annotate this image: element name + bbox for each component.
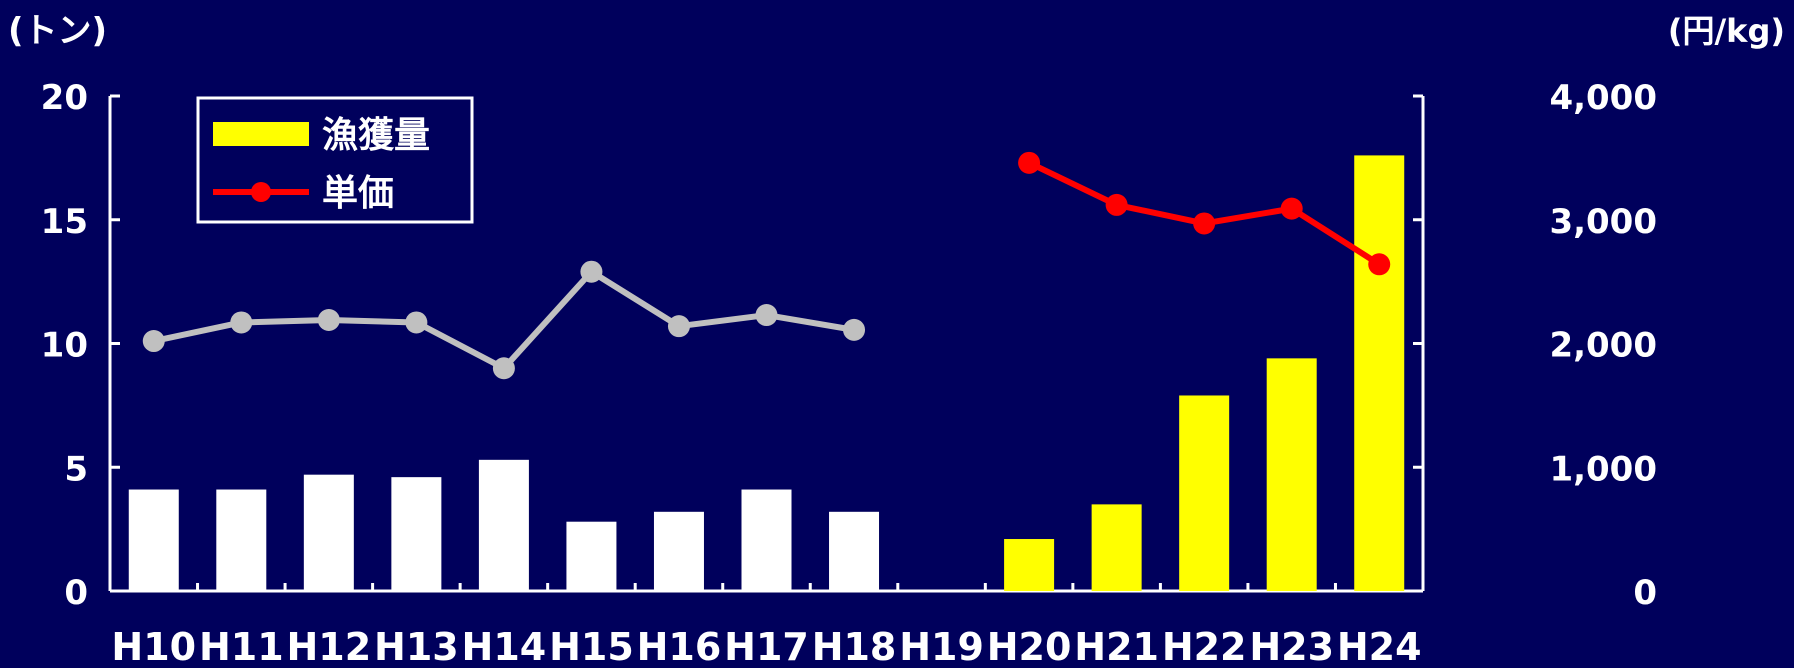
line-series — [142, 151, 1391, 380]
bar-H15 — [566, 521, 617, 591]
y-left-tick-label: 10 — [41, 326, 88, 366]
y-left-ticks: 0 5 10 15 20 — [41, 78, 120, 613]
price-point-H18 — [843, 318, 866, 341]
bar-H17 — [741, 489, 792, 591]
price-point-H15 — [580, 260, 603, 283]
bar-H21 — [1091, 504, 1142, 591]
y-left-tick-label: 0 — [64, 573, 88, 613]
legend-swatch-catch — [213, 122, 309, 146]
legend-box — [196, 96, 474, 224]
price-point-H16 — [667, 315, 690, 338]
y-right-tick-label: 2,000 — [1549, 326, 1657, 366]
bar-H22 — [1179, 395, 1230, 591]
bar-series — [128, 155, 1405, 591]
bar-H13 — [391, 477, 442, 591]
y-left-tick-label: 15 — [41, 202, 88, 242]
price-point-H21 — [1105, 193, 1128, 216]
y-right-tick-label: 3,000 — [1549, 202, 1657, 242]
y-right-tick-label: 0 — [1633, 573, 1657, 613]
price-point-H22 — [1193, 212, 1216, 235]
bar-H18 — [829, 511, 880, 591]
bar-H23 — [1266, 358, 1317, 591]
x-tick-label: H24 — [1337, 625, 1422, 668]
y-left-tick-label: 5 — [64, 449, 88, 489]
y-right-unit-label: (円/kg) — [1668, 12, 1785, 50]
y-right-ticks: 0 1,000 2,000 3,000 4,000 — [1413, 78, 1657, 613]
y-left-tick-label: 20 — [41, 78, 88, 118]
price-point-H12 — [317, 308, 340, 331]
y-right-tick-label: 4,000 — [1549, 78, 1657, 118]
x-tick-label: H14 — [462, 625, 547, 668]
price-point-H20 — [1018, 151, 1041, 174]
x-tick-label: H12 — [286, 625, 371, 668]
legend-label-price: 単価 — [322, 173, 394, 214]
x-tick-label: H16 — [637, 625, 722, 668]
price-point-H24 — [1368, 253, 1391, 276]
price-point-H23 — [1280, 197, 1303, 220]
bar-H11 — [216, 489, 267, 591]
bar-H16 — [653, 511, 704, 591]
x-tick-label: H18 — [812, 625, 897, 668]
x-tick-label: H21 — [1074, 625, 1159, 668]
bar-H10 — [128, 489, 179, 591]
x-tick-label: H22 — [1162, 625, 1247, 668]
x-tick-label: H19 — [899, 625, 984, 668]
x-tick-labels: H10 H11 H12 H13 H14 H15 H16 H17 H18 H19 H20 H21 H22 H… — [108, 583, 1425, 668]
legend: 漁獲量 単価 — [196, 96, 474, 224]
bar-H24 — [1354, 155, 1405, 591]
price-point-H10 — [142, 330, 165, 353]
price-point-H14 — [492, 357, 515, 380]
price-point-H13 — [405, 311, 428, 334]
y-left-unit-label: (トン) — [8, 11, 107, 51]
price-line-early — [153, 268, 855, 372]
x-tick-label: H17 — [724, 625, 809, 668]
bar-H20 — [1004, 539, 1055, 591]
x-tick-label: H13 — [374, 625, 459, 668]
bar-H12 — [303, 474, 354, 591]
x-tick-label: H10 — [111, 625, 196, 668]
y-right-tick-label: 1,000 — [1549, 449, 1657, 489]
x-tick-label: H11 — [199, 625, 284, 668]
legend-label-catch: 漁獲量 — [322, 115, 430, 156]
x-tick-label: H23 — [1249, 625, 1334, 668]
price-point-H17 — [755, 304, 778, 327]
x-tick-label: H15 — [549, 625, 634, 668]
bar-H14 — [478, 459, 529, 591]
price-point-H11 — [230, 311, 253, 334]
legend-swatch-price-marker — [251, 182, 271, 202]
x-tick-label: H20 — [987, 625, 1072, 668]
